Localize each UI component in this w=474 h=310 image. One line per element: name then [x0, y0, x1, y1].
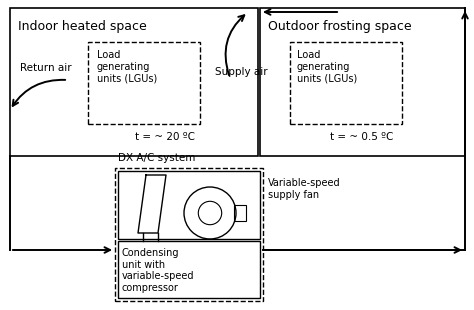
Bar: [118, 171, 260, 239]
Bar: [290, 42, 402, 124]
Bar: [115, 168, 263, 301]
Text: Variable-speed
supply fan: Variable-speed supply fan: [268, 178, 341, 200]
Bar: [260, 8, 465, 156]
Bar: [118, 241, 260, 298]
Text: Supply air: Supply air: [215, 67, 268, 77]
Text: t = ~ 20 ºC: t = ~ 20 ºC: [135, 132, 195, 142]
Text: Return air: Return air: [20, 63, 72, 73]
Text: DX A/C system: DX A/C system: [118, 153, 195, 163]
Bar: [88, 42, 200, 124]
Text: Load
generating
units (LGUs): Load generating units (LGUs): [297, 50, 357, 83]
Text: t = ~ 0.5 ºC: t = ~ 0.5 ºC: [330, 132, 394, 142]
Text: Indoor heated space: Indoor heated space: [18, 20, 147, 33]
Text: Load
generating
units (LGUs): Load generating units (LGUs): [97, 50, 157, 83]
Text: Condensing
unit with
variable-speed
compressor: Condensing unit with variable-speed comp…: [122, 248, 194, 293]
Text: Outdoor frosting space: Outdoor frosting space: [268, 20, 411, 33]
Bar: [234, 205, 246, 221]
Bar: [10, 8, 258, 156]
